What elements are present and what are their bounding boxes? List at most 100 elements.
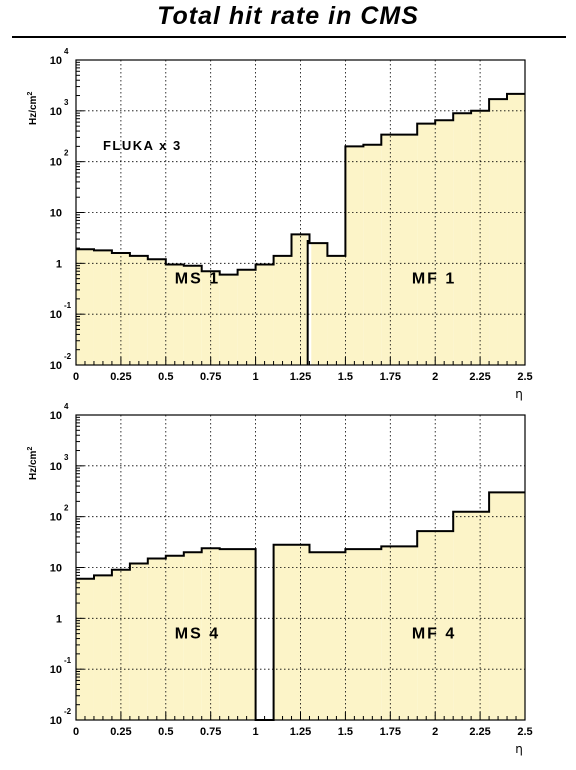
y-tick-label: 10: [50, 309, 62, 321]
histogram-bin-9: [237, 269, 256, 365]
histogram-bin-7: [201, 271, 220, 365]
histogram-bin-6: [183, 552, 202, 720]
histogram-bin-10: [273, 544, 310, 720]
histogram-bin-13: [309, 243, 328, 365]
x-tick-label: 0: [73, 726, 79, 738]
title-divider: [12, 36, 566, 38]
y-tick-label: 10: [50, 360, 62, 372]
y-tick-exponent: 3: [64, 453, 69, 462]
ticks: [75, 59, 526, 366]
x-tick-label: 0.25: [110, 726, 131, 738]
x-tick-label: 1: [253, 371, 259, 383]
histogram-bin-5: [165, 555, 184, 720]
histogram-bin-3: [129, 255, 148, 365]
x-tick-label: 0.5: [158, 726, 173, 738]
y-tick-exponent: 2: [64, 149, 69, 158]
histogram-bin-15: [345, 146, 364, 365]
x-tick-label: 1.25: [290, 371, 311, 383]
y-tick-label: 10: [50, 157, 62, 169]
histogram-bin-4: [147, 558, 166, 720]
histogram-bin-16: [363, 144, 382, 365]
histogram-outline: [76, 491, 525, 721]
y-tick-exponent: -1: [64, 301, 72, 310]
x-tick-label: 2: [432, 726, 438, 738]
x-tick-label: 1.5: [338, 726, 353, 738]
y-tick-label: 1: [56, 258, 62, 270]
x-tick-label: 2.25: [469, 371, 490, 383]
x-tick-label: 0.5: [158, 371, 173, 383]
y-tick-label: 10: [50, 563, 62, 575]
x-tick-label: 0.75: [200, 726, 221, 738]
histogram-bin-8: [219, 274, 238, 365]
y-axis-label: Hz/cm2: [27, 447, 39, 480]
histogram-bin-11: [309, 552, 346, 720]
y-tick-exponent: -2: [64, 707, 72, 716]
bottom-histogram: 0 0.25 0.5 0.75 1 1.25 1.5 1.75 2 2.25 2.510-210-1…: [27, 402, 533, 756]
histogram-bin-5: [165, 264, 184, 365]
annotation-2: MF 1: [412, 271, 456, 288]
histogram-bin-16: [489, 492, 525, 720]
histogram-bin-7: [201, 548, 220, 720]
x-tick-label: 1: [253, 726, 259, 738]
x-tick-label: 2.25: [469, 726, 490, 738]
x-tick-label: 1.25: [290, 726, 311, 738]
y-tick-label: 10: [50, 55, 62, 67]
annotation-1: MS 1: [175, 271, 220, 288]
histogram-bin-17: [381, 134, 418, 365]
histogram-bin-2: [111, 569, 130, 720]
histogram-bin-0: [76, 249, 94, 365]
histogram-bin-18: [417, 123, 436, 365]
y-tick-exponent: 3: [64, 98, 69, 107]
histogram-bin-8: [219, 549, 256, 720]
histogram-bin-13: [381, 546, 418, 720]
histogram-bin-11: [273, 255, 292, 365]
y-tick-exponent: 4: [64, 402, 69, 411]
histogram-bin-22: [489, 99, 508, 366]
x-tick-label: 1.5: [338, 371, 353, 383]
histogram-bin-0: [76, 578, 94, 720]
histogram-bin-14: [327, 255, 346, 365]
page-title: Total hit rate in CMS: [157, 2, 419, 30]
y-tick-label: 10: [50, 410, 62, 422]
y-tick-label: 10: [50, 715, 62, 727]
y-tick-exponent: -2: [64, 352, 72, 361]
x-tick-label: 0.75: [200, 371, 221, 383]
histogram-bin-4: [147, 259, 166, 365]
histogram-outline: [76, 92, 525, 276]
ticks: [75, 414, 526, 721]
x-tick-label: 2.5: [517, 726, 532, 738]
x-tick-label: 1.75: [380, 371, 401, 383]
grid: [76, 60, 525, 365]
histogram-bin-21: [471, 110, 490, 365]
y-axis-label-superscript: 2: [27, 447, 34, 451]
histogram-bin-19: [435, 120, 454, 366]
histogram-bin-1: [93, 575, 112, 720]
histogram-bin-3: [129, 563, 148, 720]
histogram-bin-23: [507, 93, 525, 365]
y-tick-label: 10: [50, 512, 62, 524]
y-tick-exponent: 2: [64, 504, 69, 513]
x-tick-label: 2.5: [517, 371, 532, 383]
y-axis-label: Hz/cm2: [27, 92, 39, 125]
y-tick-label: 1: [56, 613, 62, 625]
y-axis-label-superscript: 2: [27, 92, 34, 96]
histogram-bin-6: [183, 265, 202, 365]
x-axis-label: η: [515, 742, 523, 756]
grid: [76, 415, 525, 720]
histogram-bin-12: [291, 234, 310, 365]
x-tick-label: 0: [73, 371, 79, 383]
y-tick-exponent: -1: [64, 656, 72, 665]
annotation-1: MF 4: [412, 626, 456, 643]
histogram-bin-14: [417, 531, 454, 720]
y-tick-exponent: 4: [64, 47, 69, 56]
y-tick-label: 10: [50, 106, 62, 118]
annotation-0: MS 4: [175, 626, 220, 643]
annotation-0: FLUKA x 3: [103, 138, 182, 153]
y-tick-label: 10: [50, 461, 62, 473]
histogram-bin-15: [453, 511, 490, 720]
y-tick-label: 10: [50, 664, 62, 676]
x-axis-label: η: [515, 387, 523, 401]
histogram-bin-10: [255, 264, 274, 365]
histogram-bin-12: [345, 549, 382, 720]
histogram-bin-1: [93, 250, 112, 365]
